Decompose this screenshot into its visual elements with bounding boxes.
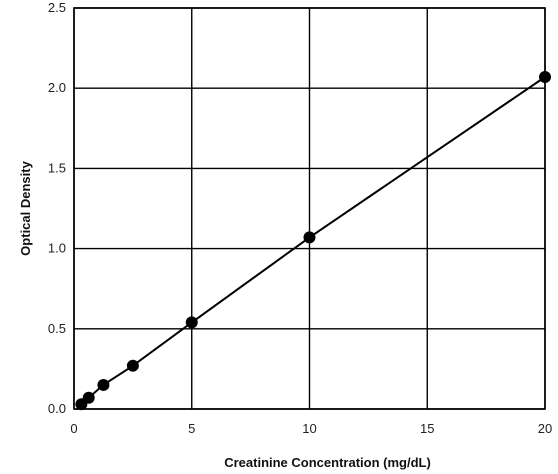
y-tick-label: 0.5 [48,321,66,336]
x-tick-label: 5 [188,421,195,436]
data-point [303,231,316,244]
y-tick-label: 0.0 [48,401,66,416]
data-point [97,378,110,391]
x-tick-label: 20 [538,421,552,436]
data-point [539,70,551,83]
x-tick-label: 0 [70,421,77,436]
data-point [82,391,95,404]
tick-labels: 0 5 10 15 20 0.0 0.5 1.0 1.5 2.0 2.5 [48,0,552,436]
y-axis-title: Optical Density [18,160,33,255]
x-axis-title: Creatinine Concentration (mg/dL) [224,455,431,470]
data-point [185,316,198,329]
grid [73,7,546,410]
y-tick-label: 1.5 [48,160,66,175]
data-point [126,359,139,372]
x-tick-label: 15 [420,421,434,436]
x-tick-label: 10 [302,421,316,436]
series-layer [75,70,551,411]
plot-frame [73,7,546,410]
y-tick-label: 1.0 [48,241,66,256]
y-tick-label: 2.0 [48,80,66,95]
y-tick-label: 2.5 [48,0,66,15]
